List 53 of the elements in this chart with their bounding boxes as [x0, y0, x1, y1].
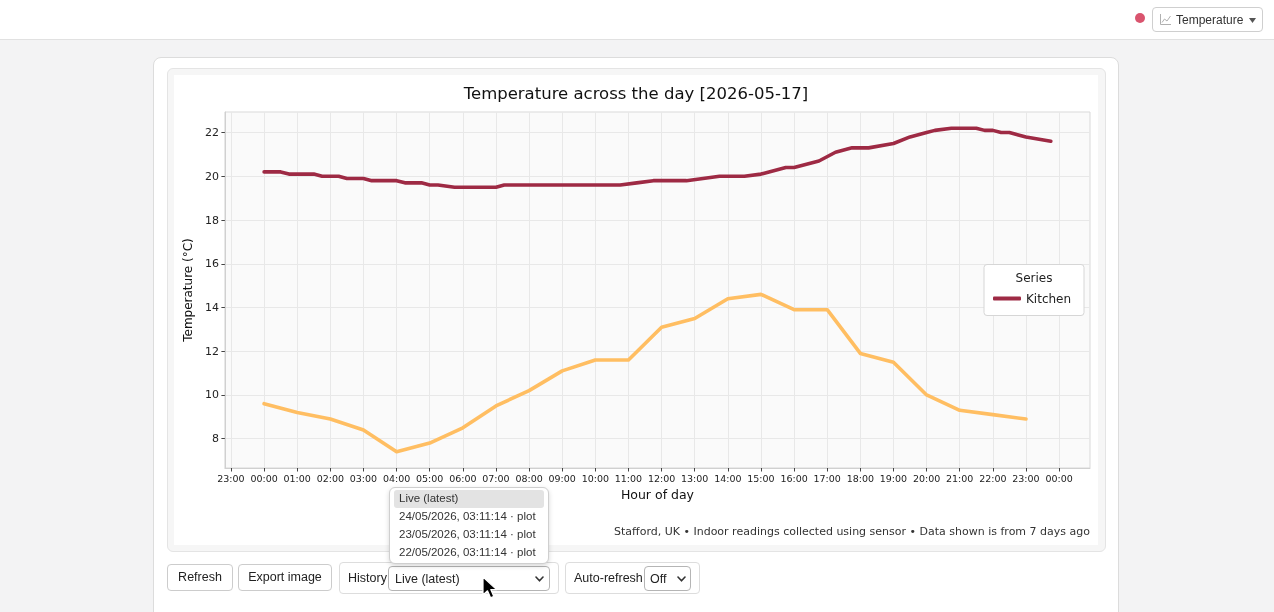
- y-tick-label: 22: [204, 126, 219, 140]
- x-tick-label: 21:00: [946, 472, 974, 484]
- x-tick-label: 17:00: [813, 472, 841, 484]
- x-tick-label: 09:00: [548, 472, 576, 484]
- y-tick-label: 14: [204, 300, 219, 314]
- y-tick-label: 12: [204, 344, 219, 358]
- y-tick-label: 8: [211, 432, 219, 446]
- x-axis-title: Hour of day: [620, 487, 695, 502]
- chart-title: Temperature across the day [2026-05-17]: [462, 84, 809, 103]
- line-series: [262, 292, 1028, 454]
- x-tick-label: 15:00: [747, 472, 775, 484]
- menu-option: 24/05/2026, 03:11:14 · plot: [394, 508, 544, 526]
- x-tick-label: 00:00: [1045, 472, 1073, 484]
- x-tick-label: 23:00: [1012, 472, 1040, 484]
- y-tick-label: 10: [204, 388, 219, 402]
- x-tick-label: 06:00: [449, 472, 477, 484]
- x-tick-label: 20:00: [912, 472, 941, 484]
- x-tick-label: 10:00: [581, 472, 610, 484]
- text: Stafford, UK • Indoor readings collected using sensor • Data shown is from 7 days ago: [614, 524, 1091, 538]
- legend-title: Series: [1015, 270, 1053, 285]
- history-field: History Live (latest): [339, 562, 559, 594]
- y-axis-title: Temperature (°C): [181, 238, 195, 343]
- x-tick-label: 03:00: [349, 472, 378, 484]
- y-tick-label: 20: [204, 169, 219, 183]
- menu-option: Live (latest): [394, 490, 544, 508]
- auto-refresh-field: Auto-refresh Off: [565, 562, 700, 594]
- y-tick-label: 16: [204, 257, 219, 271]
- menu-option: 23/05/2026, 03:11:14 · plot: [394, 526, 544, 544]
- x-tick-label: 08:00: [515, 472, 543, 484]
- x-tick-label: 01:00: [283, 472, 311, 484]
- x-tick-label: 13:00: [681, 472, 709, 484]
- x-tick-label: 02:00: [316, 472, 345, 484]
- refresh-button: Refresh: [167, 564, 233, 591]
- x-tick-label: 18:00: [846, 472, 875, 484]
- legend-label: Kitchen: [1026, 291, 1072, 306]
- x-tick-label: 11:00: [614, 472, 643, 484]
- x-tick-label: 00:00: [250, 472, 278, 484]
- x-tick-label: 07:00: [482, 472, 510, 484]
- x-tick-label: 14:00: [714, 472, 742, 484]
- y-tick-label: 18: [204, 213, 219, 227]
- export-image-button: Export image: [238, 564, 332, 591]
- x-tick-label: 19:00: [879, 472, 908, 484]
- x-tick-label: 04:00: [382, 472, 411, 484]
- auto-refresh-select: Off: [644, 566, 691, 591]
- x-tick-label: 16:00: [780, 472, 808, 484]
- line-series: [262, 126, 1053, 190]
- history-select: Live (latest): [388, 566, 550, 591]
- x-tick-label: 12:00: [647, 472, 676, 484]
- x-tick-label: 22:00: [979, 472, 1007, 484]
- x-tick-label: 23:00: [217, 472, 245, 484]
- chart-select: Temperature: [1152, 7, 1263, 32]
- x-tick-label: 05:00: [416, 472, 444, 484]
- menu-option: 22/05/2026, 03:11:14 · plot: [394, 544, 544, 562]
